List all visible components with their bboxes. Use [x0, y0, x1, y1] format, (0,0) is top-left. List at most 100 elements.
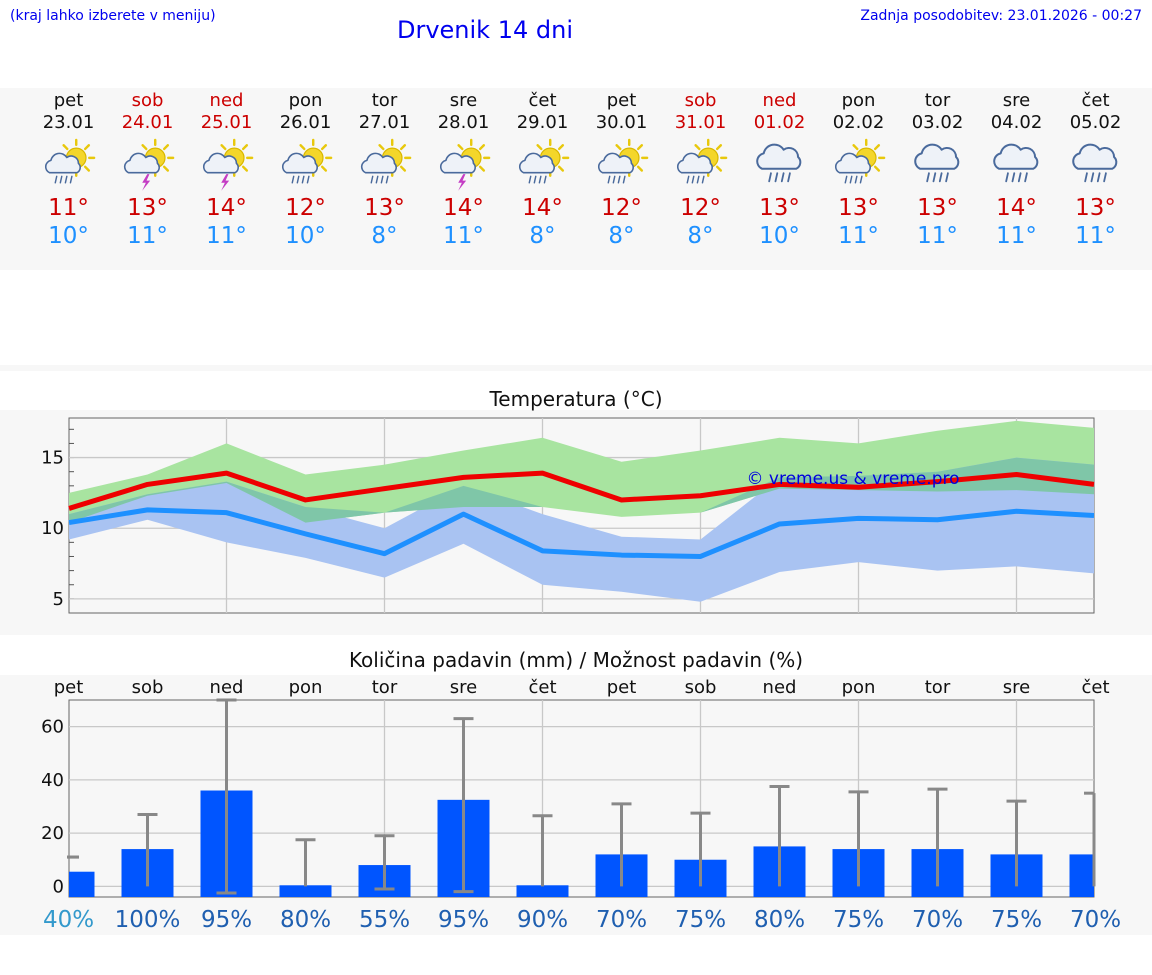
day-name: sre [1002, 90, 1031, 111]
day-name: pet [606, 90, 637, 111]
x-tick-label: ned [763, 677, 797, 698]
overlap-range-band [69, 457, 1094, 523]
day-name: tor [924, 90, 951, 111]
cloud-rain-icon [977, 138, 1056, 194]
day-column: tor 03.02 13° 11° [898, 90, 977, 250]
day-column: pet 23.01 11° 10° [29, 90, 108, 250]
divider-band [0, 365, 1152, 371]
temp-max: 12° [285, 195, 326, 221]
min-temp-range-band [69, 457, 1094, 602]
precip-probability: 90% [517, 907, 568, 933]
day-name: ned [762, 90, 797, 111]
day-name: sob [131, 90, 164, 111]
min-temp-line [68, 507, 1095, 559]
x-tick-label: čet [1081, 677, 1109, 698]
x-tick-label: tor [372, 677, 398, 698]
x-tick-label: čet [528, 677, 556, 698]
day-date: 24.01 [121, 112, 174, 133]
precip-probability: 70% [1070, 907, 1121, 933]
precip-chart: pet sob ned pon tor sre čet pet sob ned pon tor sre č… [41, 677, 1121, 933]
last-updated: Zadnja posodobitev: 23.01.2026 - 00:27 [860, 8, 1142, 24]
day-column: čet 05.02 13° 11° [1056, 90, 1135, 250]
temp-min: 10° [759, 223, 800, 249]
precip-probability: 70% [596, 907, 647, 933]
day-column: pon 26.01 12° 10° [266, 90, 345, 250]
cloud-rain-icon [740, 138, 819, 194]
temperature-chart: 5 10 15 © vreme.us & vreme.pro [41, 417, 1095, 614]
y-tick-label: 10 [41, 518, 64, 539]
sun-storm-icon [424, 138, 503, 194]
x-tick-label: pon [289, 677, 323, 698]
temp-min: 10° [285, 223, 326, 249]
day-name: čet [1081, 90, 1110, 111]
day-date: 23.01 [42, 112, 95, 133]
precip-probability: 75% [833, 907, 884, 933]
temp-min: 8° [371, 223, 398, 249]
day-date: 01.02 [753, 112, 806, 133]
cloud-rain-icon [1056, 138, 1135, 194]
day-date: 30.01 [595, 112, 648, 133]
day-date: 28.01 [437, 112, 490, 133]
sun-cloud-rain-icon [819, 138, 898, 194]
watermark: © vreme.us & vreme.pro [746, 469, 959, 489]
day-date: 27.01 [358, 112, 411, 133]
sun-cloud-rain-icon [29, 138, 108, 194]
temp-min: 11° [996, 223, 1037, 249]
precip-probability: 40% [43, 907, 94, 933]
temp-min: 11° [127, 223, 168, 249]
y-tick-label: 0 [53, 876, 64, 897]
sun-cloud-rain-icon [661, 138, 740, 194]
x-tick-label: ned [210, 677, 244, 698]
temp-min: 11° [443, 223, 484, 249]
day-name: čet [528, 90, 557, 111]
temp-max: 13° [759, 195, 800, 221]
x-tick-label: tor [925, 677, 951, 698]
precip-probability: 75% [675, 907, 726, 933]
precip-probability: 95% [201, 907, 252, 933]
precip-probability: 80% [754, 907, 805, 933]
x-tick-label: sre [1003, 677, 1030, 698]
day-column: sre 28.01 14° 11° [424, 90, 503, 250]
y-tick-label: 20 [41, 823, 64, 844]
y-tick-label: 5 [53, 589, 64, 610]
temp-max: 14° [206, 195, 247, 221]
precip-bar [69, 871, 95, 897]
y-tick-label: 15 [41, 448, 64, 469]
temp-min: 10° [48, 223, 89, 249]
page-title: Drvenik 14 dni [396, 16, 573, 44]
x-tick-label: pet [54, 677, 84, 698]
sun-cloud-rain-icon [345, 138, 424, 194]
day-date: 25.01 [200, 112, 253, 133]
sun-storm-icon [187, 138, 266, 194]
location-menu-hint: (kraj lahko izberete v meniju) [10, 8, 216, 24]
day-date: 26.01 [279, 112, 332, 133]
temp-max: 14° [443, 195, 484, 221]
x-tick-label: sob [685, 677, 717, 698]
x-tick-label: pet [607, 677, 637, 698]
day-date: 31.01 [674, 112, 727, 133]
temp-min: 11° [838, 223, 879, 249]
temp-max: 14° [522, 195, 563, 221]
temp-min: 8° [608, 223, 635, 249]
precip-probability: 80% [280, 907, 331, 933]
day-date: 04.02 [990, 112, 1043, 133]
day-name: ned [209, 90, 244, 111]
day-column: ned 01.02 13° 10° [740, 90, 819, 250]
sun-storm-icon [108, 138, 187, 194]
day-column: pet 30.01 12° 8° [582, 90, 661, 250]
temp-max: 13° [364, 195, 405, 221]
temperature-chart-title: Temperatura (°C) [489, 387, 663, 411]
temp-max: 12° [680, 195, 721, 221]
temp-max: 13° [838, 195, 879, 221]
forecast-strip-background [0, 88, 1152, 270]
temp-max: 13° [1075, 195, 1116, 221]
precip-probability: 70% [912, 907, 963, 933]
temp-max: 11° [48, 195, 89, 221]
temp-min: 11° [206, 223, 247, 249]
day-column: čet 29.01 14° 8° [503, 90, 582, 250]
precip-bar [1069, 854, 1094, 897]
x-tick-label: pon [842, 677, 876, 698]
temp-min: 11° [917, 223, 958, 249]
day-column: sob 24.01 13° 11° [108, 90, 187, 250]
precip-probability: 95% [438, 907, 489, 933]
